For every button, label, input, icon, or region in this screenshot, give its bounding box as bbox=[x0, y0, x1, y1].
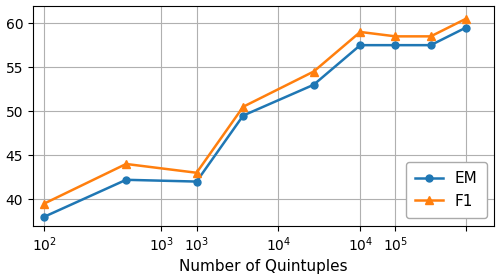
F1 bbox=[240, 105, 246, 108]
Legend: EM, F1: EM, F1 bbox=[406, 162, 487, 218]
EM bbox=[358, 43, 364, 47]
F1 bbox=[358, 30, 364, 34]
F1 bbox=[41, 202, 47, 205]
EM bbox=[463, 26, 469, 29]
F1 bbox=[463, 17, 469, 20]
EM bbox=[428, 43, 434, 47]
EM bbox=[310, 83, 316, 87]
Line: EM: EM bbox=[41, 24, 470, 220]
F1 bbox=[194, 171, 200, 174]
Line: F1: F1 bbox=[40, 15, 470, 208]
EM bbox=[194, 180, 200, 183]
F1 bbox=[392, 35, 398, 38]
F1 bbox=[428, 35, 434, 38]
EM bbox=[123, 178, 129, 181]
F1 bbox=[310, 70, 316, 73]
F1 bbox=[123, 162, 129, 166]
EM bbox=[240, 114, 246, 117]
EM bbox=[392, 43, 398, 47]
X-axis label: Number of Quintuples: Number of Quintuples bbox=[180, 260, 348, 274]
EM bbox=[41, 215, 47, 218]
